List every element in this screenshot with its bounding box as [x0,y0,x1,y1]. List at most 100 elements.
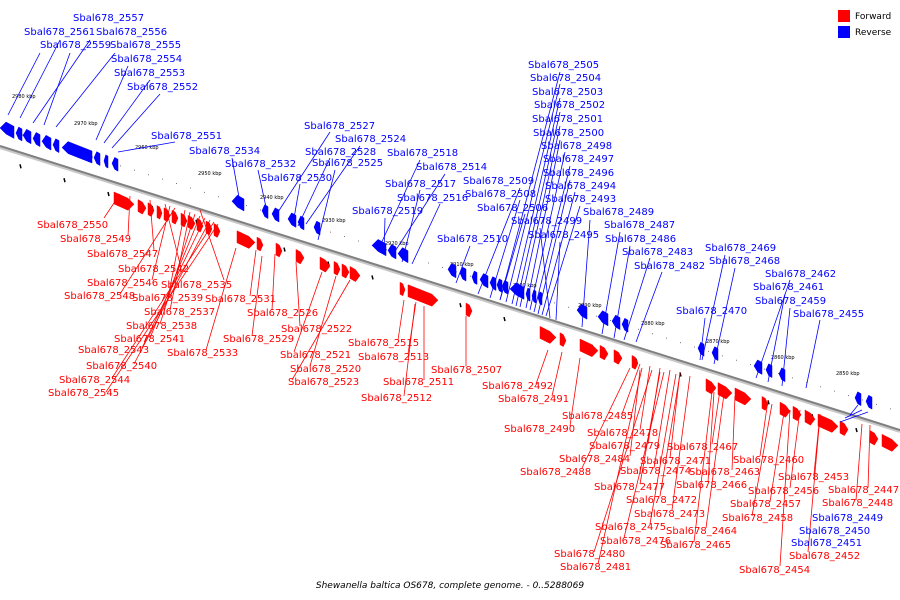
leader-line [251,255,263,337]
forward-gene-arrow [839,420,849,436]
reverse-gene-arrow [471,270,478,285]
legend-forward-swatch [838,10,850,22]
reverse-gene-arrow [459,266,467,282]
forward-gene-arrow [407,284,439,307]
gene-label: Sbal678_2451 [791,538,862,549]
leader-line [569,357,581,427]
leader-line [601,231,621,335]
forward-gene-arrow [333,260,341,276]
leader-line [231,157,241,204]
axis-mark [371,275,374,280]
gene-label: Sbal678_2554 [111,54,182,65]
gene-label: Sbal678_2454 [739,565,810,576]
forward-gene-arrow [465,302,473,318]
forward-gene-arrow [869,430,879,446]
gene-label: Sbal678_2513 [358,352,429,363]
gene-label: Sbal678_2502 [534,100,605,111]
reverse-gene-arrow [711,346,719,362]
leader-line [103,193,121,219]
leader-line [515,111,561,307]
gene-label: Sbal678_2530 [261,173,332,184]
gene-label: Sbal678_2503 [532,87,603,98]
forward-gene-arrow [717,382,733,400]
gene-label: Sbal678_2459 [755,296,826,307]
leader-line [849,404,859,416]
gene-label: Sbal678_2470 [676,306,747,317]
gene-label: Sbal678_2514 [416,162,487,173]
leader-line [535,349,549,385]
gene-label: Sbal678_2466 [676,480,747,491]
leader-line [581,367,631,469]
map-caption: Shewanella baltica OS678, complete genom… [316,581,585,591]
gene-label: Sbal678_2529 [223,334,294,345]
leader-line [805,319,821,389]
reverse-gene-arrow [32,132,41,148]
leader-line [581,219,591,328]
tick-label: 2940 kbp [260,195,284,201]
leader-line [111,93,161,149]
gene-label: Sbal678_2452 [789,551,860,562]
leader-line [489,199,521,299]
reverse-gene-arrow [611,314,621,331]
gene-label: Sbal678_2559 [40,40,111,51]
gene-label: Sbal678_2476 [600,536,671,547]
axis-mark [283,247,286,252]
gene-label: Sbal678_2548 [64,291,135,302]
gene-label: Sbal678_2517 [385,179,456,190]
forward-gene-arrow [705,378,717,395]
tick-label: 2860 kbp [771,355,795,361]
leader-line [297,157,331,227]
leader-line [199,209,225,281]
leader-line [477,187,521,295]
gene-label: Sbal678_2519 [352,206,423,217]
gene-label: Sbal678_2553 [114,68,185,79]
gene-label: Sbal678_2532 [225,159,296,170]
forward-gene-arrow [275,242,283,258]
reverse-gene-arrow [621,317,629,333]
gene-label: Sbal678_2508 [465,189,536,200]
leader-line [671,375,691,511]
gene-label: Sbal678_2483 [622,247,693,258]
reverse-gene-arrow [397,247,409,264]
leader-line [653,369,671,469]
leader-line [789,409,801,489]
gene-label: Sbal678_2523 [288,377,359,388]
leader-line [317,169,336,241]
gene-label: Sbal678_2521 [280,350,351,361]
axis-mark [855,427,858,433]
forward-gene-arrow [559,332,567,347]
reverse-gene-arrow [854,391,862,407]
forward-gene-arrow [539,325,557,344]
gene-label: Sbal678_2463 [689,467,760,478]
forward-gene-arrow [613,349,623,365]
forward-gene-arrow [734,387,752,406]
gene-label: Sbal678_2491 [498,394,569,405]
gene-label: Sbal678_2473 [634,509,705,520]
reverse-gene-arrow [597,310,609,327]
leader-line [291,279,351,381]
gene-label: Sbal678_2480 [554,549,625,560]
forward-gene-arrow [113,191,135,211]
leader-line [537,179,571,315]
gene-label: Sbal678_2453 [778,472,849,483]
leader-line [151,205,171,281]
gene-label: Sbal678_2518 [387,148,458,159]
gene-label: Sbal678_2525 [312,158,383,169]
reverse-gene-arrow [496,278,503,293]
leader-line [55,52,116,128]
leader-line [779,409,791,567]
gene-label: Sbal678_2487 [604,220,675,231]
leader-line [807,415,821,553]
reverse-gene-arrow [865,394,873,410]
reverse-gene-arrow [479,273,489,289]
gene-label: Sbal678_2478 [587,428,658,439]
tick-label: 2920 kbp [385,241,409,247]
gene-label: Sbal678_2539 [132,293,203,304]
gene-label: Sbal678_2455 [793,309,864,320]
forward-gene-arrow [804,409,816,426]
leader-line [499,71,561,301]
reverse-gene-arrow [15,126,23,142]
gene-label: Sbal678_2488 [520,467,591,478]
gene-label: Sbal678_2449 [812,513,883,524]
